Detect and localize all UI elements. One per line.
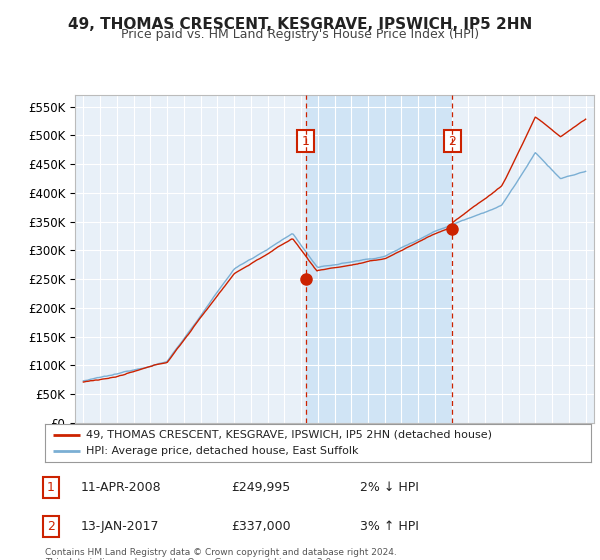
Text: Price paid vs. HM Land Registry's House Price Index (HPI): Price paid vs. HM Land Registry's House …	[121, 28, 479, 41]
Bar	[305, 95, 452, 423]
Text: 49, THOMAS CRESCENT, KESGRAVE, IPSWICH, IP5 2HN: 49, THOMAS CRESCENT, KESGRAVE, IPSWICH, …	[68, 17, 532, 32]
Text: 11-APR-2008: 11-APR-2008	[81, 480, 161, 494]
Text: 1: 1	[47, 480, 55, 494]
Text: 2% ↓ HPI: 2% ↓ HPI	[360, 480, 419, 494]
Text: £249,995: £249,995	[231, 480, 290, 494]
Text: £337,000: £337,000	[231, 520, 290, 533]
Text: HPI: Average price, detached house, East Suffolk: HPI: Average price, detached house, East…	[86, 446, 358, 456]
Text: 2: 2	[47, 520, 55, 533]
Text: Contains HM Land Registry data © Crown copyright and database right 2024.
This d: Contains HM Land Registry data © Crown c…	[45, 548, 397, 560]
Text: 49, THOMAS CRESCENT, KESGRAVE, IPSWICH, IP5 2HN (detached house): 49, THOMAS CRESCENT, KESGRAVE, IPSWICH, …	[86, 430, 492, 440]
Text: 2: 2	[448, 134, 457, 148]
Text: 3% ↑ HPI: 3% ↑ HPI	[360, 520, 419, 533]
Text: 13-JAN-2017: 13-JAN-2017	[81, 520, 160, 533]
Text: 1: 1	[302, 134, 310, 148]
